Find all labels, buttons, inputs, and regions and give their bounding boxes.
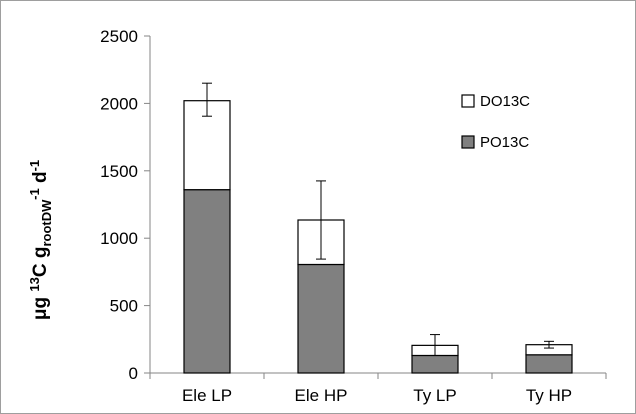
y-tick-label: 500 bbox=[110, 297, 138, 316]
x-axis: Ele LP Ele HP Ty LP Ty HP bbox=[149, 372, 607, 405]
y-tick-label: 2000 bbox=[100, 94, 138, 113]
x-tick-label: Ty HP bbox=[526, 386, 572, 405]
bar-po13c bbox=[297, 263, 345, 374]
legend-swatch-do13c bbox=[461, 94, 475, 108]
ylabel-sup3: -1 bbox=[27, 160, 42, 172]
legend-swatch-po13c bbox=[461, 135, 475, 149]
y-axis-label: μg 13C grootDW-1 d-1 bbox=[27, 160, 54, 320]
x-tick-label: Ty LP bbox=[413, 386, 456, 405]
bar-po13c bbox=[411, 354, 459, 374]
ylabel-sup2: -1 bbox=[27, 188, 42, 200]
legend-label-po13c: PO13C bbox=[480, 134, 529, 151]
x-tick-label: Ele HP bbox=[295, 386, 348, 405]
error-bars bbox=[202, 82, 554, 356]
y-tick-label: 1500 bbox=[100, 162, 138, 181]
ylabel-prefix: μg bbox=[30, 292, 51, 321]
bar-po13c bbox=[183, 189, 231, 374]
y-tick-label: 1000 bbox=[100, 229, 138, 248]
ylabel-sup1: 13 bbox=[27, 277, 42, 291]
ylabel-mid: C g bbox=[30, 247, 51, 278]
legend-label-do13c: DO13C bbox=[480, 93, 530, 110]
y-tick-label: 2500 bbox=[100, 27, 138, 46]
legend: DO13C PO13C bbox=[461, 93, 530, 151]
y-tick-label: 0 bbox=[129, 364, 138, 383]
bar-po13c bbox=[525, 354, 573, 374]
ylabel-sub: rootDW bbox=[39, 199, 54, 247]
y-axis: 0 500 1000 1500 2000 2500 bbox=[100, 27, 151, 383]
ylabel-suffix: d bbox=[30, 171, 51, 188]
x-tick-label: Ele LP bbox=[182, 386, 232, 405]
